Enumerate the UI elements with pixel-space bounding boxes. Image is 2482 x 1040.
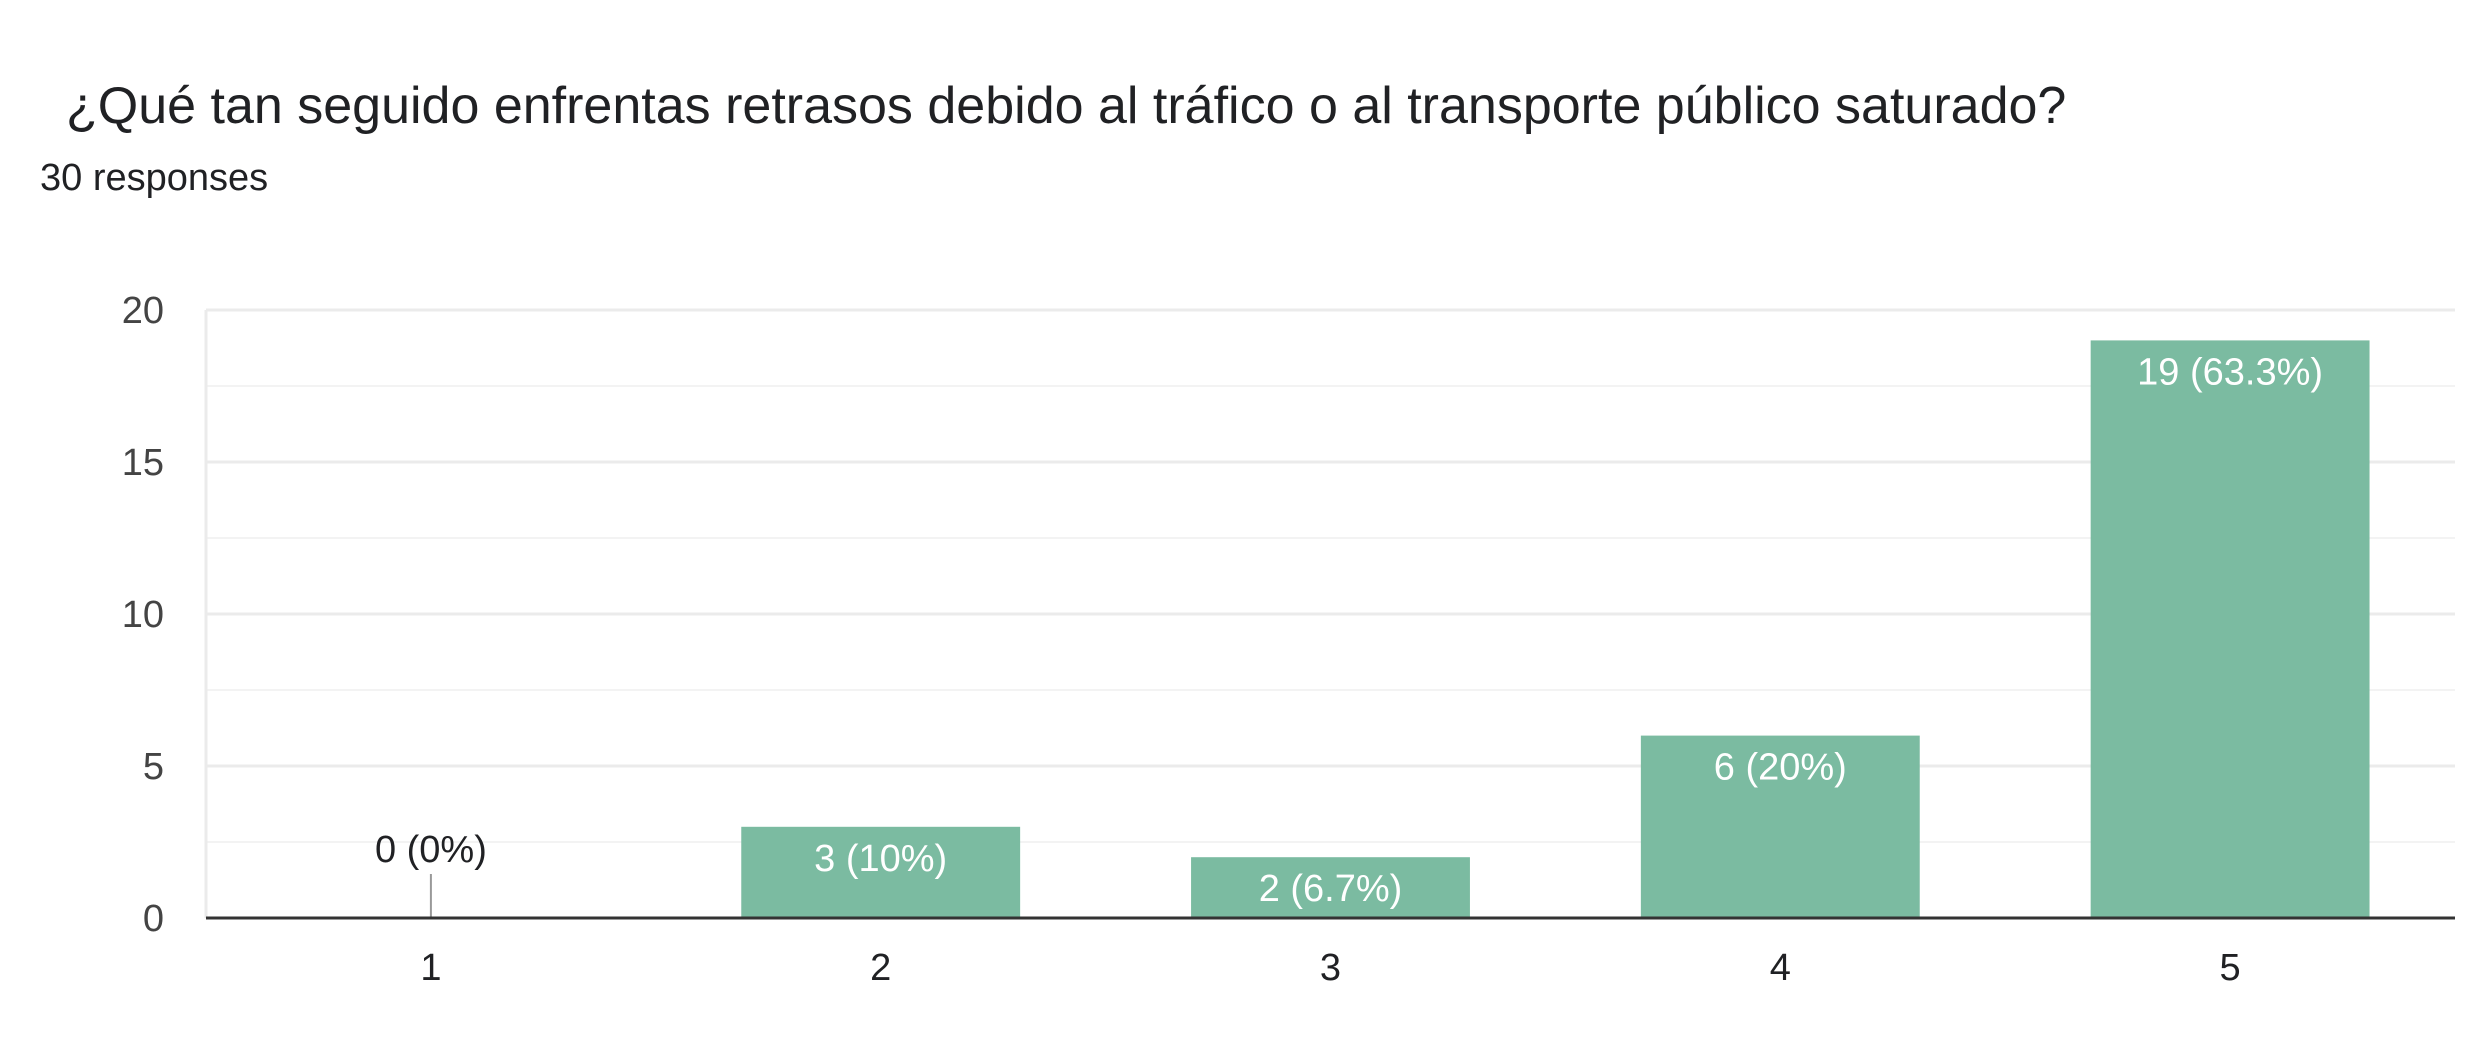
- bar: [2090, 340, 2370, 918]
- bar-data-label: 0 (0%): [375, 829, 487, 871]
- bar-data-label: 3 (10%): [814, 838, 947, 880]
- bar: [1191, 857, 1470, 918]
- bar-data-label: 19 (63.3%): [2137, 351, 2323, 393]
- y-tick-label: 10: [122, 594, 164, 636]
- bar: [1640, 735, 1920, 918]
- x-tick-label: 4: [1770, 947, 1791, 989]
- y-tick-label: 15: [122, 442, 164, 484]
- y-tick-label: 5: [143, 746, 164, 788]
- bar-data-label: 2 (6.7%): [1259, 868, 1403, 910]
- bar: [741, 826, 1021, 918]
- y-tick-label: 20: [122, 290, 164, 332]
- x-tick-label: 1: [420, 947, 441, 989]
- chart-title: ¿Qué tan seguido enfrentas retrasos debi…: [66, 77, 2067, 135]
- x-tick-label: 5: [2220, 947, 2241, 989]
- x-tick-label: 2: [870, 947, 891, 989]
- x-tick-label: 3: [1320, 947, 1341, 989]
- y-tick-label: 0: [143, 898, 164, 940]
- response-count: 30 responses: [40, 157, 269, 199]
- bar-data-label: 6 (20%): [1714, 747, 1847, 789]
